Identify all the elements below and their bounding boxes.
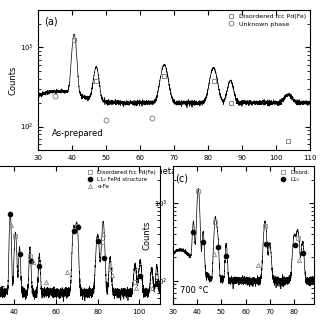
Text: As-prepared: As-prepared bbox=[52, 129, 104, 138]
Y-axis label: Counts: Counts bbox=[8, 65, 17, 95]
Text: (a): (a) bbox=[44, 17, 58, 27]
Legend: Disord., L1₀: Disord., L1₀ bbox=[276, 169, 311, 183]
Text: (c): (c) bbox=[176, 173, 188, 183]
Legend: Disordered fcc Pd(Fe), L1₀ FePd structure, α-Fe: Disordered fcc Pd(Fe), L1₀ FePd structur… bbox=[84, 169, 157, 190]
Y-axis label: Counts: Counts bbox=[142, 220, 151, 250]
X-axis label: 2Theta [deg]: 2Theta [deg] bbox=[147, 167, 202, 176]
Text: 700 °C: 700 °C bbox=[180, 286, 208, 295]
Legend: Disordered fcc Pd(Fe), Unknown phase: Disordered fcc Pd(Fe), Unknown phase bbox=[223, 13, 307, 28]
Text: °C: °C bbox=[0, 286, 5, 295]
